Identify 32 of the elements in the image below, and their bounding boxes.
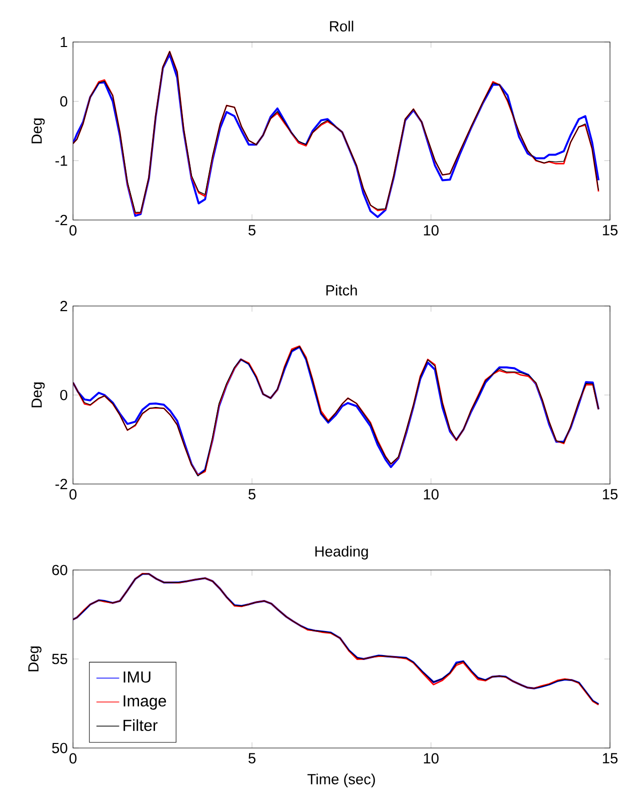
- y-tick-label: -1: [55, 156, 68, 166]
- x-tick-label: 0: [69, 753, 76, 764]
- y-tick-label: 55: [52, 654, 68, 664]
- chart-title: Pitch: [326, 284, 357, 296]
- x-tick-label: 10: [424, 753, 439, 764]
- y-tick-label: 0: [60, 96, 68, 107]
- x-tick-label: 0: [69, 489, 76, 500]
- y-tick-label: 0: [60, 390, 68, 400]
- legend-label: Filter: [124, 719, 158, 731]
- y-tick-label: -2: [55, 478, 68, 490]
- y-axis-title: Deg: [32, 382, 45, 408]
- x-tick-label: 15: [602, 489, 618, 500]
- legend-label: IMU: [124, 672, 150, 683]
- chart-title: Heading: [315, 546, 368, 560]
- x-tick-label: 5: [248, 225, 256, 236]
- y-axis-title: Deg: [28, 646, 42, 672]
- x-tick-label: 5: [248, 489, 256, 500]
- x-tick-label: 10: [424, 489, 439, 500]
- y-tick-label: 2: [60, 300, 68, 312]
- x-tick-label: 5: [248, 753, 256, 764]
- legend-label: Image: [124, 695, 166, 710]
- x-tick-label: 10: [424, 225, 439, 236]
- y-tick-label: -2: [55, 214, 68, 226]
- y-tick-label: 1: [60, 36, 68, 48]
- x-tick-label: 15: [602, 225, 618, 236]
- chart-title: Roll: [330, 20, 354, 32]
- x-axis-title: Time (sec): [307, 774, 375, 788]
- x-tick-label: 0: [69, 225, 76, 236]
- x-tick-label: 15: [602, 753, 618, 764]
- y-tick-label: 50: [52, 742, 68, 754]
- y-axis-title: Deg: [32, 118, 45, 144]
- y-tick-label: 60: [52, 564, 68, 576]
